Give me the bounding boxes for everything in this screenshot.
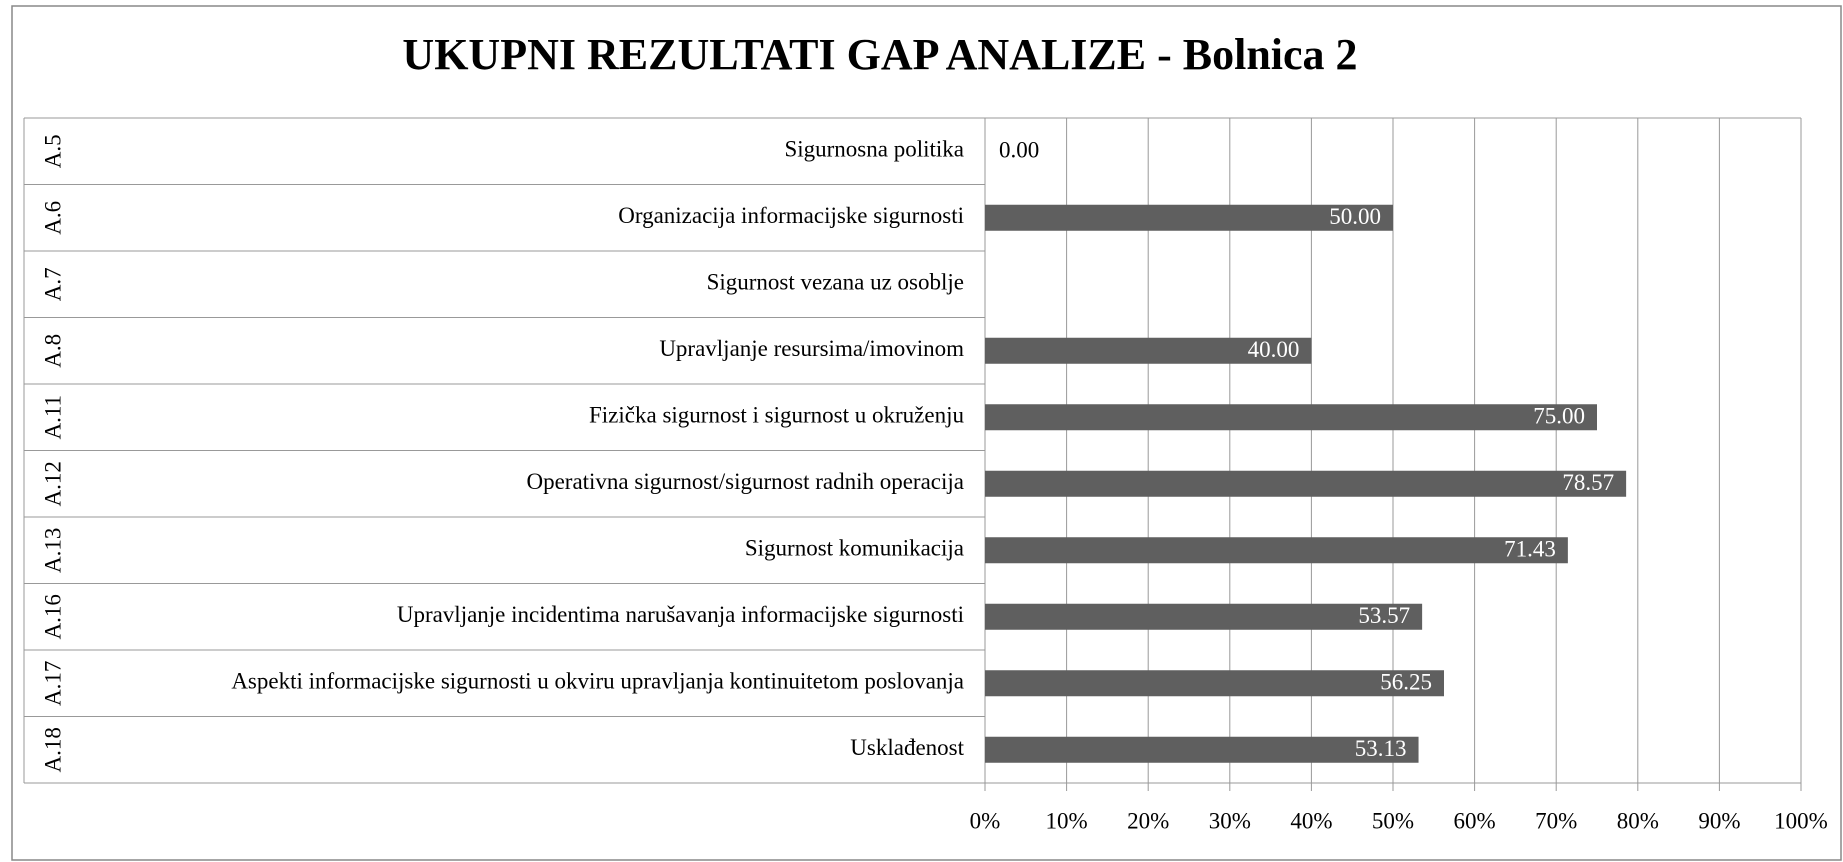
category-code: A.11	[40, 395, 65, 440]
bar	[985, 736, 1419, 763]
value-label: 53.13	[1355, 736, 1407, 761]
category-code: A.5	[40, 134, 65, 168]
x-tick-label: 20%	[1127, 808, 1169, 833]
category-code: A.6	[40, 201, 65, 235]
bar	[985, 337, 1312, 364]
bar	[985, 404, 1597, 431]
x-tick-label: 50%	[1372, 808, 1414, 833]
chart-title: UKUPNI REZULTATI GAP ANALIZE - Bolnica 2	[402, 30, 1357, 79]
x-tick-label: 40%	[1290, 808, 1332, 833]
x-tick-label: 30%	[1209, 808, 1251, 833]
bar	[985, 204, 1393, 231]
category-label: Sigurnost komunikacija	[745, 536, 964, 561]
x-tick-label: 90%	[1698, 808, 1740, 833]
x-tick-label: 80%	[1617, 808, 1659, 833]
value-label: 50.00	[1329, 204, 1381, 229]
category-label: Upravljanje resursima/imovinom	[659, 336, 964, 361]
value-label: 71.43	[1504, 537, 1556, 562]
category-label: Aspekti informacijske sigurnosti u okvir…	[231, 669, 964, 694]
bar	[985, 537, 1568, 564]
category-label: Operativna sigurnost/sigurnost radnih op…	[526, 469, 964, 494]
category-code: A.16	[40, 594, 65, 639]
value-label: 78.57	[1562, 470, 1614, 495]
value-label: 53.57	[1358, 603, 1410, 628]
x-tick-label: 0%	[970, 808, 1001, 833]
category-label: Usklađenost	[850, 735, 964, 760]
category-label: Organizacija informacijske sigurnosti	[618, 203, 964, 228]
category-label: Sigurnost vezana uz osoblje	[707, 270, 964, 295]
value-label: 56.25	[1380, 670, 1432, 695]
value-label: 75.00	[1533, 404, 1585, 429]
bar	[985, 670, 1444, 697]
x-tick-label: 60%	[1454, 808, 1496, 833]
category-code: A.12	[40, 461, 65, 506]
x-tick-label: 100%	[1774, 808, 1828, 833]
bar	[985, 603, 1423, 630]
category-code: A.13	[40, 528, 65, 573]
category-code: A.8	[40, 334, 65, 368]
category-label: Upravljanje incidentima narušavanja info…	[397, 602, 964, 627]
x-tick-label: 70%	[1535, 808, 1577, 833]
chart-border	[11, 5, 1842, 861]
category-code: A.17	[40, 661, 65, 706]
category-code: A.7	[40, 267, 65, 301]
value-label: 0.00	[999, 138, 1039, 163]
value-label: 40.00	[1248, 337, 1300, 362]
category-label: Sigurnosna politika	[784, 137, 964, 162]
category-code: A.18	[40, 727, 65, 772]
x-tick-label: 10%	[1046, 808, 1088, 833]
category-label: Fizička sigurnost i sigurnost u okruženj…	[589, 403, 964, 428]
bar	[985, 470, 1627, 497]
